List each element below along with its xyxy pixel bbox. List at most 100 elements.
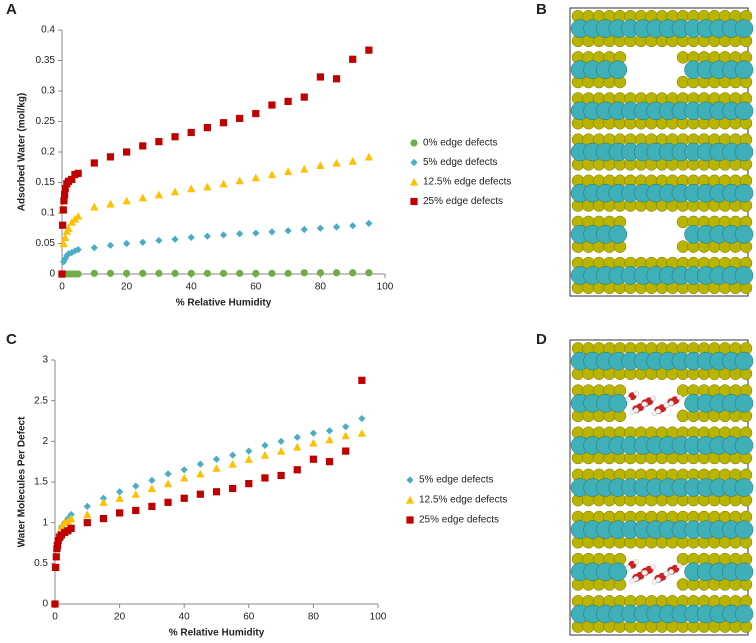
point xyxy=(212,455,221,463)
point xyxy=(180,466,188,474)
y-axis-title: Adsorbed Water (mol/kg) xyxy=(17,93,28,212)
point xyxy=(61,233,70,241)
point xyxy=(252,109,260,118)
atom xyxy=(663,571,669,577)
point xyxy=(219,231,228,239)
point xyxy=(277,471,285,480)
point xyxy=(163,479,173,488)
point xyxy=(342,447,350,455)
point xyxy=(51,600,59,608)
y-tick-label: 0.15 xyxy=(36,177,56,188)
point xyxy=(293,466,301,474)
point xyxy=(123,239,131,248)
legend-label: 25% edge defects xyxy=(419,515,499,526)
point xyxy=(349,269,357,277)
point xyxy=(99,498,108,506)
point xyxy=(139,142,147,150)
point xyxy=(212,488,221,496)
point xyxy=(357,429,366,437)
point xyxy=(171,235,179,243)
point xyxy=(365,46,373,54)
y-tick-label: 2.5 xyxy=(34,395,48,406)
point xyxy=(58,270,66,278)
point xyxy=(138,193,147,202)
atom xyxy=(734,393,754,413)
point xyxy=(164,498,172,506)
point xyxy=(59,239,68,248)
atom xyxy=(650,395,656,401)
point xyxy=(244,455,253,463)
point xyxy=(106,241,115,249)
point xyxy=(316,73,324,81)
point xyxy=(261,474,269,482)
x-tick-label: 80 xyxy=(315,282,327,293)
point xyxy=(90,159,98,167)
atom xyxy=(734,101,754,121)
x-tick-label: 100 xyxy=(370,612,387,623)
atom xyxy=(734,142,754,162)
point xyxy=(245,480,253,488)
point xyxy=(316,269,324,277)
atom xyxy=(734,266,754,285)
point xyxy=(300,225,308,234)
atom xyxy=(650,564,656,570)
y-tick-label: 0.2 xyxy=(41,147,55,158)
point xyxy=(245,447,253,455)
point xyxy=(332,223,341,231)
point xyxy=(284,227,292,235)
point xyxy=(59,206,67,214)
point xyxy=(219,179,228,188)
point xyxy=(90,269,98,277)
point xyxy=(342,423,350,431)
legend-label: 12.5% edge defects xyxy=(419,495,507,506)
atom xyxy=(625,565,631,571)
point xyxy=(212,464,221,472)
point xyxy=(332,75,341,83)
point xyxy=(293,442,302,451)
point xyxy=(309,438,318,447)
point xyxy=(358,414,366,423)
point xyxy=(60,197,68,205)
legend-label: 0% edge defects xyxy=(423,138,498,149)
point xyxy=(235,176,244,185)
point xyxy=(57,522,66,531)
atom xyxy=(633,559,639,565)
atom xyxy=(676,215,690,229)
atom xyxy=(734,60,754,79)
legend-label: 5% edge defects xyxy=(423,157,498,168)
atom xyxy=(734,478,754,497)
atom xyxy=(608,225,628,244)
atom xyxy=(734,436,754,455)
atom xyxy=(668,569,674,575)
legend-marker xyxy=(410,158,418,167)
point xyxy=(52,563,60,571)
point xyxy=(236,269,244,277)
point xyxy=(74,169,82,177)
point xyxy=(349,55,357,63)
point xyxy=(139,269,147,277)
point xyxy=(171,133,179,141)
atom xyxy=(668,400,674,406)
point xyxy=(155,236,163,245)
x-tick-label: 60 xyxy=(250,282,262,293)
legend-marker xyxy=(409,177,419,186)
point xyxy=(83,502,91,510)
point xyxy=(348,157,357,165)
point xyxy=(132,482,140,490)
point xyxy=(268,101,276,109)
legend-label: 12.5% edge defects xyxy=(423,177,511,188)
atom xyxy=(633,390,639,396)
atom xyxy=(655,577,661,583)
y-tick-label: 0.3 xyxy=(41,86,55,97)
x-tick-label: 40 xyxy=(186,282,198,293)
panel-label: B xyxy=(536,1,547,18)
point xyxy=(252,269,260,277)
atom xyxy=(676,51,690,64)
point xyxy=(71,247,79,255)
atom xyxy=(676,394,682,400)
atom xyxy=(633,576,639,582)
point xyxy=(67,524,75,532)
atom xyxy=(608,393,628,413)
atom xyxy=(608,562,628,582)
atom xyxy=(676,409,690,423)
